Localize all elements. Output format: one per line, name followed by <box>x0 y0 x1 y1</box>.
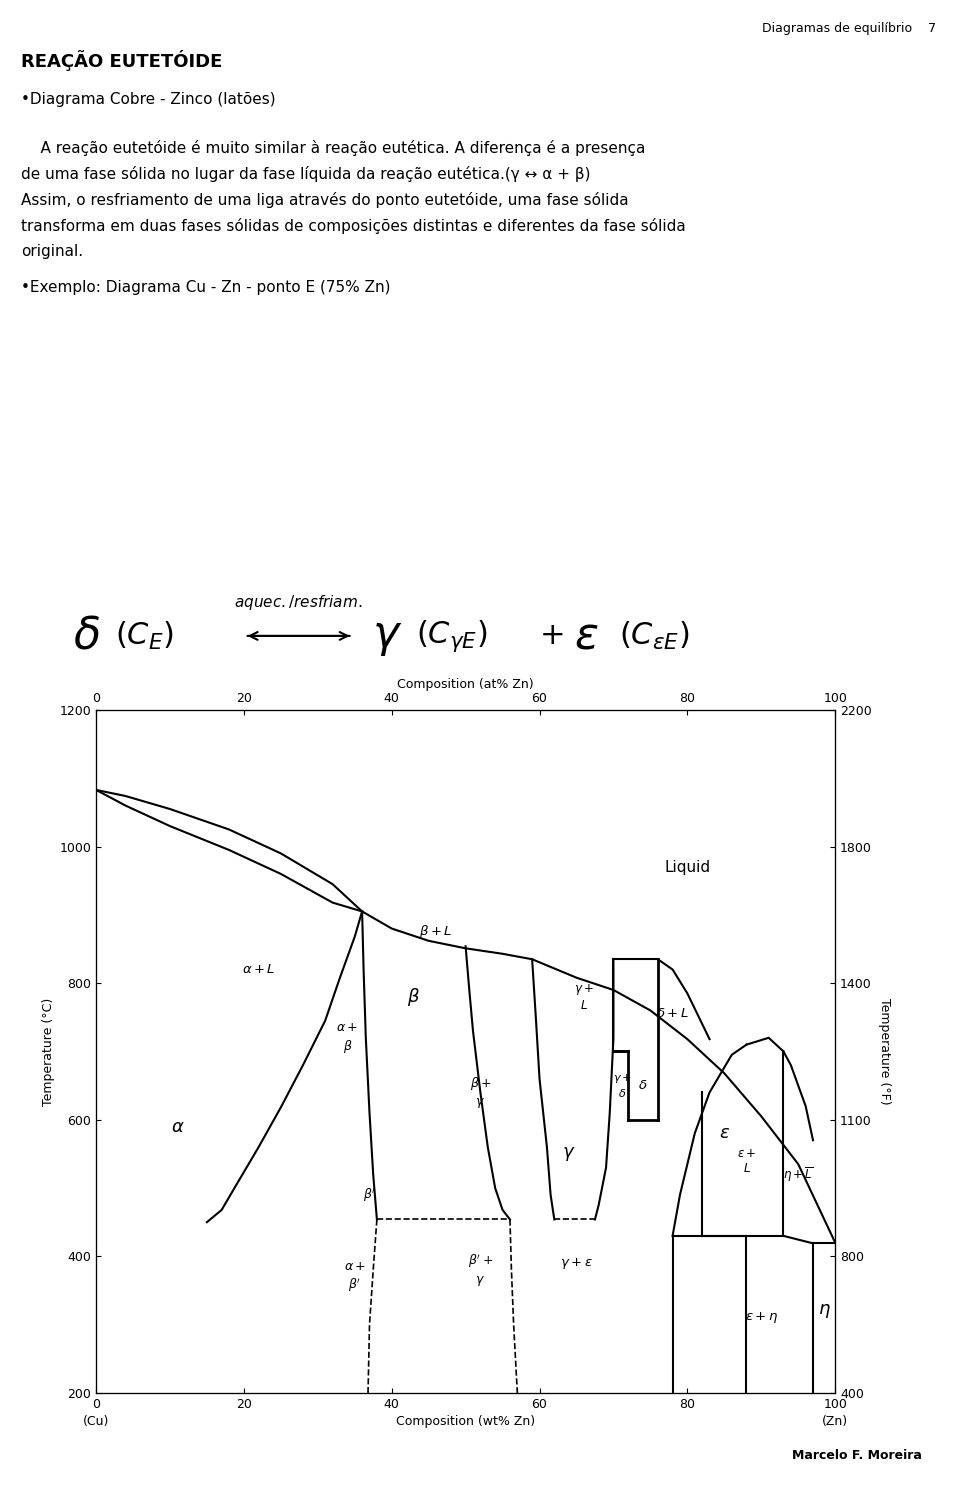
Text: Assim, o resfriamento de uma liga através do ponto eutetóide, uma fase sólida: Assim, o resfriamento de uma liga atravé… <box>21 192 629 209</box>
Text: $\delta$: $\delta$ <box>73 614 100 657</box>
Text: •Exemplo: Diagrama Cu - Zn - ponto E (75% Zn): •Exemplo: Diagrama Cu - Zn - ponto E (75… <box>21 281 391 296</box>
Text: $(C_{\gamma E})$: $(C_{\gamma E})$ <box>417 618 488 653</box>
Text: $\eta + \overline{L}$: $\eta + \overline{L}$ <box>783 1165 813 1184</box>
Text: $\alpha +$
$\beta '$: $\alpha +$ $\beta '$ <box>344 1259 366 1294</box>
Text: •Diagrama Cobre - Zinco (latões): •Diagrama Cobre - Zinco (latões) <box>21 92 276 107</box>
Y-axis label: Temperature (°C): Temperature (°C) <box>42 997 55 1106</box>
Text: $\varepsilon + \eta$: $\varepsilon + \eta$ <box>745 1310 778 1325</box>
Text: $\gamma$: $\gamma$ <box>372 614 402 657</box>
Text: transforma em duas fases sólidas de composições distintas e diferentes da fase s: transforma em duas fases sólidas de comp… <box>21 218 685 234</box>
Text: $\gamma + \varepsilon$: $\gamma + \varepsilon$ <box>560 1256 593 1271</box>
Text: REAÇÃO EUTETÓIDE: REAÇÃO EUTETÓIDE <box>21 50 223 71</box>
Text: $(C_{\varepsilon E})$: $(C_{\varepsilon E})$ <box>619 620 689 651</box>
Text: $\varepsilon$: $\varepsilon$ <box>719 1124 730 1142</box>
Text: $\beta ' +$
$\gamma$: $\beta ' +$ $\gamma$ <box>468 1252 493 1288</box>
Text: $\beta + L$: $\beta + L$ <box>420 923 453 941</box>
Text: Liquid: Liquid <box>664 860 710 875</box>
Text: $\beta$: $\beta$ <box>407 986 420 1007</box>
Text: de uma fase sólida no lugar da fase líquida da reação eutética.(γ ↔ α + β): de uma fase sólida no lugar da fase líqu… <box>21 167 590 182</box>
Text: original.: original. <box>21 245 84 260</box>
Text: A reação eutetóide é muito similar à reação eutética. A diferença é a presença: A reação eutetóide é muito similar à rea… <box>21 140 645 156</box>
Text: Marcelo F. Moreira: Marcelo F. Moreira <box>792 1450 922 1462</box>
Text: $\beta '$: $\beta '$ <box>363 1186 376 1204</box>
Text: Diagramas de equilíbrio    7: Diagramas de equilíbrio 7 <box>762 23 936 35</box>
Text: (Cu): (Cu) <box>83 1415 109 1427</box>
X-axis label: Composition (at% Zn): Composition (at% Zn) <box>397 678 534 690</box>
Text: $\delta$: $\delta$ <box>638 1079 648 1093</box>
Text: $\mathit{aquec./resfriam.}$: $\mathit{aquec./resfriam.}$ <box>234 593 363 612</box>
Text: $\delta + L$: $\delta + L$ <box>656 1007 689 1021</box>
Text: $\alpha$: $\alpha$ <box>171 1118 184 1136</box>
Text: (Zn): (Zn) <box>822 1415 849 1427</box>
Text: $+$: $+$ <box>539 620 564 651</box>
Text: $\beta +$
$\gamma$: $\beta +$ $\gamma$ <box>469 1075 492 1109</box>
Text: $\gamma +$
$L$: $\gamma +$ $L$ <box>574 982 594 1012</box>
Text: $(C_E)$: $(C_E)$ <box>115 620 174 651</box>
X-axis label: Composition (wt% Zn): Composition (wt% Zn) <box>396 1415 535 1427</box>
Text: $\eta$: $\eta$ <box>818 1301 830 1319</box>
Text: $\gamma +$
$\delta$: $\gamma +$ $\delta$ <box>612 1072 632 1099</box>
Text: $\alpha +$
$\beta$: $\alpha +$ $\beta$ <box>336 1021 358 1055</box>
Y-axis label: Temperature (°F): Temperature (°F) <box>878 998 892 1105</box>
Text: $\varepsilon +$
$L$: $\varepsilon +$ $L$ <box>737 1147 756 1175</box>
Text: $\varepsilon$: $\varepsilon$ <box>574 614 599 657</box>
Text: $\alpha + L$: $\alpha + L$ <box>242 964 276 976</box>
Text: $\gamma$: $\gamma$ <box>563 1145 576 1163</box>
